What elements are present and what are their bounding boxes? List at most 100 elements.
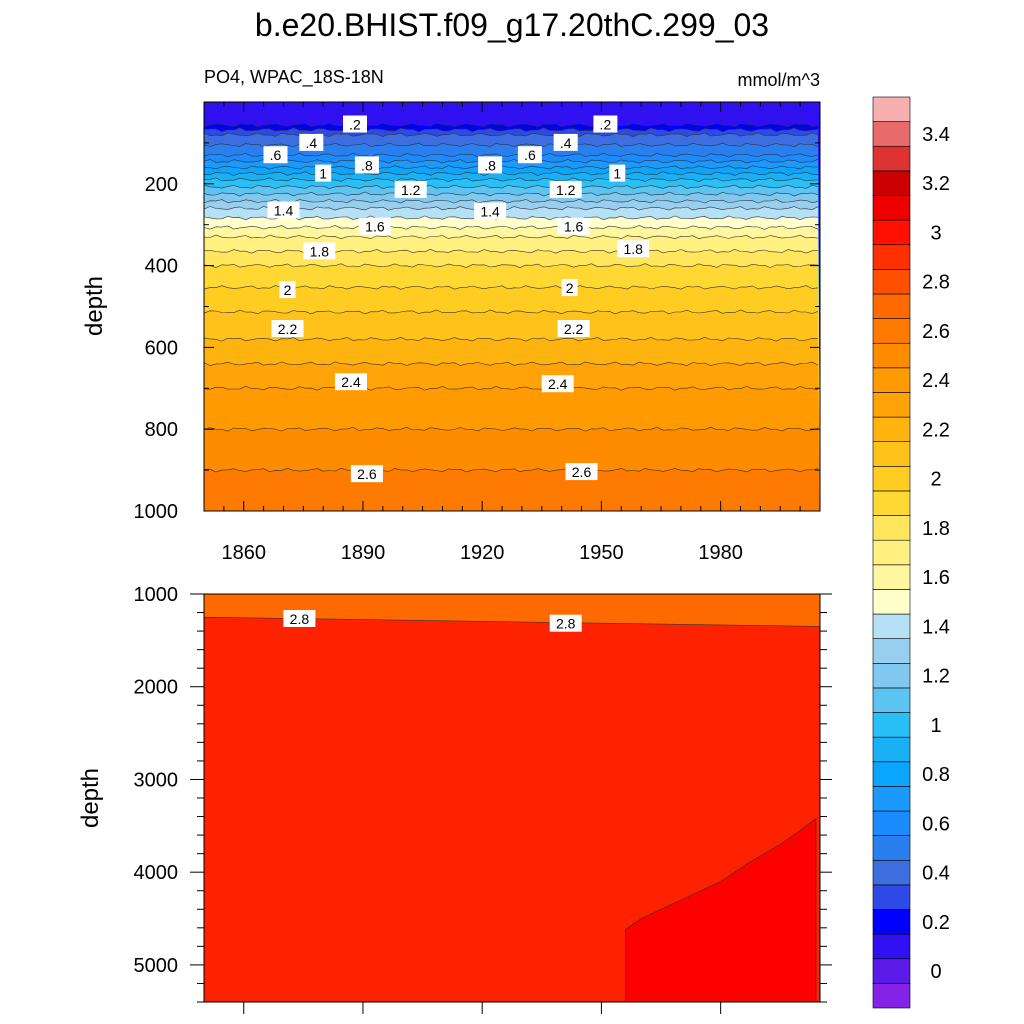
- upper-contour-label-text: .2: [600, 117, 612, 133]
- lower-y-axis-label: depth: [77, 768, 104, 828]
- upper-contour-line-2.3: [203, 361, 819, 366]
- colorbar-box: [872, 884, 911, 910]
- upper-contour-label-box: [478, 156, 503, 174]
- colorbar-tick-label: 0.8: [922, 764, 950, 786]
- upper-contour-label: 2: [561, 279, 578, 297]
- colorbar-tick-label: 0.2: [922, 912, 950, 934]
- upper-contour-label: .6: [263, 146, 288, 164]
- upper-contour-label-box: [315, 164, 332, 182]
- upper-contour-label-box: [358, 217, 391, 235]
- upper-contour-label: 1: [315, 164, 332, 182]
- colorbar-tick-label: 0: [930, 961, 941, 983]
- upper-contour-label-box: [335, 373, 367, 391]
- upper-y-tick-label: 600: [145, 337, 178, 359]
- colorbar-box: [872, 712, 911, 738]
- upper-contour-line-0.3: [203, 127, 819, 133]
- upper-contour-label-box: [565, 463, 598, 481]
- upper-contour-label-box: [609, 164, 626, 182]
- upper-contour-label: 1.6: [358, 217, 391, 235]
- upper-x-tick-label: 1950: [579, 542, 624, 564]
- upper-contour-line-1.2: [203, 191, 819, 197]
- upper-contour-label-box: [299, 133, 324, 151]
- colorbar-box: [872, 736, 911, 763]
- colorbar-tick-label: 0.4: [922, 863, 950, 885]
- colorbar-tick-label: 3.4: [922, 124, 950, 146]
- upper-contour-label: .2: [593, 115, 618, 133]
- upper-contour-label-text: 1.4: [274, 202, 294, 218]
- upper-contour-label: 1.4: [267, 201, 300, 219]
- upper-contour-label: 1.6: [557, 217, 590, 235]
- upper-x-tick-label: 1890: [341, 542, 386, 564]
- upper-contour-label-box: [557, 217, 590, 235]
- colorbar-box: [872, 638, 911, 664]
- upper-contour-label-box: [343, 115, 367, 133]
- upper-contour-label: 1.8: [303, 242, 336, 260]
- upper-contour-label: 1.2: [394, 180, 427, 198]
- upper-contour-label-box: [541, 375, 574, 393]
- lower-contour-label: 2.8: [549, 614, 582, 632]
- lower-contour-label: 2.8: [283, 610, 316, 627]
- upper-contour-label-text: 1.8: [310, 243, 330, 259]
- upper-contour-line-2.6: [203, 467, 819, 473]
- upper-contour-line-1.6: [203, 225, 819, 230]
- colorbar-box: [872, 539, 911, 566]
- chart-subtitle-left: PO4, WPAC_18S-18N: [204, 67, 384, 88]
- colorbar-box: [872, 318, 911, 344]
- colorbar-tick-label: 1.2: [922, 666, 950, 688]
- upper-contour-label: 1.8: [617, 240, 650, 258]
- colorbar-tick-label: 2.6: [922, 321, 950, 343]
- upper-contour-label-text: 2.4: [341, 374, 361, 390]
- colorbar-box: [872, 269, 911, 295]
- colorbar-box: [872, 219, 911, 246]
- upper-contour-label: 2.4: [335, 373, 367, 391]
- upper-contour-label-box: [394, 180, 427, 198]
- colorbar-box: [872, 810, 911, 836]
- colorbar-box: [872, 515, 911, 541]
- upper-contour-label-box: [474, 202, 507, 220]
- colorbar-tick-label: 3.2: [922, 173, 950, 195]
- colorbar-tick-label: 2.2: [922, 419, 950, 441]
- upper-contour-label: 2.2: [557, 320, 590, 337]
- upper-contour-label-text: .8: [484, 157, 496, 173]
- upper-y-tick-label: 400: [145, 256, 178, 278]
- colorbar-box: [872, 662, 911, 689]
- upper-contour-label-box: [354, 156, 379, 174]
- upper-contour-label: 2.6: [565, 463, 598, 481]
- upper-contour-label-text: 1.2: [556, 182, 576, 198]
- upper-contour-label: .6: [517, 146, 542, 164]
- colorbar-tick-label: 1.6: [922, 567, 950, 589]
- upper-contour-label-text: 1.6: [365, 219, 385, 235]
- colorbar-tick-label: 1.4: [922, 616, 950, 638]
- upper-contour-label: 2.2: [271, 320, 304, 337]
- lower-y-tick-label: 5000: [134, 955, 179, 977]
- upper-contour-line-1.7: [203, 234, 819, 240]
- colorbar-box: [872, 441, 911, 467]
- upper-contour-line-2.2: [203, 336, 819, 342]
- lower-y-tick-label: 3000: [134, 769, 179, 791]
- colorbar-box: [872, 983, 911, 1009]
- upper-contour-line-0.9: [203, 171, 819, 176]
- colorbar-box: [872, 121, 911, 147]
- upper-contour-label-text: 2: [566, 280, 574, 296]
- colorbar-box: [872, 859, 911, 886]
- lower-y-tick-label: 1000: [134, 584, 179, 606]
- upper-contour-line-0.7: [203, 159, 819, 164]
- upper-panel: .2.2.4.4.6.61 1.8.81.2 1.21.4 1.41.6 1.61.8 1…: [81, 101, 821, 564]
- upper-x-tick-label: 1860: [221, 542, 266, 564]
- colorbar-box: [872, 909, 911, 935]
- colorbar-tick-label: 2.4: [922, 370, 950, 392]
- colorbar-box: [872, 416, 911, 442]
- upper-contour-label-text: 1: [319, 166, 327, 182]
- upper-contour-label: 2.6: [350, 465, 383, 483]
- upper-contour-label-text: 2: [284, 282, 292, 298]
- upper-contour-label-text: .6: [270, 147, 282, 163]
- upper-x-tick-label: 1980: [698, 542, 743, 564]
- upper-contour-label-text: 1: [613, 166, 621, 182]
- upper-contour-label-box: [561, 279, 578, 297]
- colorbar-box: [872, 958, 911, 984]
- colorbar-tick-label: 2: [930, 469, 941, 491]
- upper-contour-line-1.1: [203, 184, 819, 190]
- upper-contour-label-text: 2.4: [548, 376, 568, 392]
- upper-contour-label: .8: [478, 156, 503, 174]
- upper-contour-label-text: .4: [560, 135, 572, 151]
